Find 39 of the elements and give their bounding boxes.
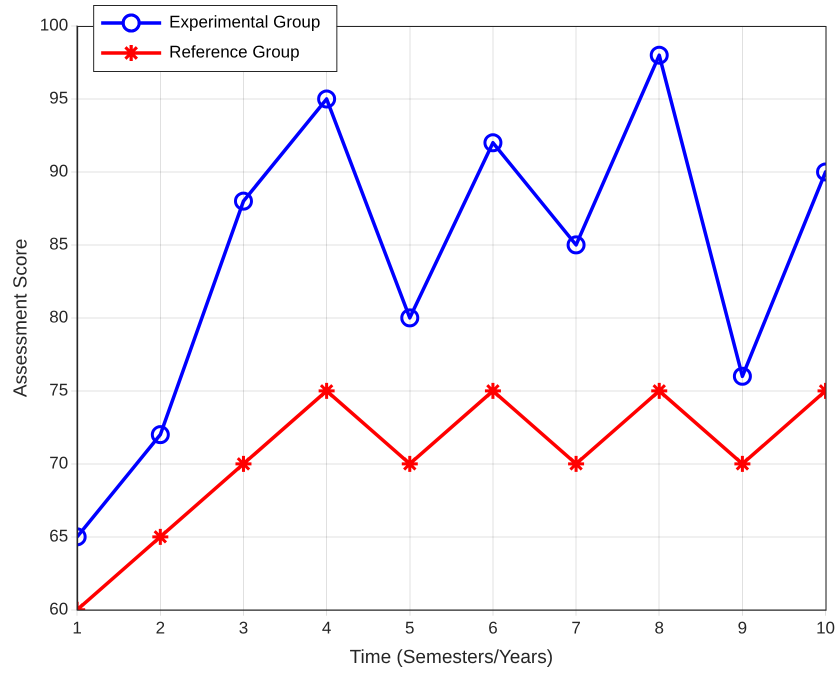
x-tick-label: 8 [654, 618, 664, 638]
x-tick-label: 5 [405, 618, 415, 638]
point [400, 308, 420, 328]
x-tick-label: 9 [738, 618, 748, 638]
point [650, 381, 669, 400]
y-tick-label: 100 [40, 16, 68, 35]
point [566, 235, 586, 254]
point [483, 381, 502, 400]
x-tick-label: 10 [816, 618, 836, 638]
y-axis-title: Assessment Score [10, 238, 32, 398]
point [732, 366, 752, 386]
point [400, 454, 420, 474]
x-tick-label: 1 [72, 618, 82, 638]
x-tick-label: 3 [238, 618, 248, 638]
point [483, 133, 502, 152]
point [732, 454, 752, 474]
x-axis-title: Time (Semesters/Years) [350, 646, 554, 668]
y-tick-label: 75 [49, 380, 68, 400]
legend-label: Experimental Group [169, 12, 320, 32]
legend-label: Reference Group [169, 42, 300, 62]
point [234, 454, 253, 474]
x-tick-label: 6 [488, 618, 498, 638]
point [566, 454, 586, 474]
y-tick-label: 95 [49, 88, 68, 108]
y-tick-label: 65 [49, 526, 68, 546]
x-tick-label: 2 [156, 618, 166, 638]
x-tick-label: 7 [571, 618, 581, 638]
y-tick-label: 60 [49, 599, 68, 618]
point [317, 381, 336, 400]
y-tick-label: 85 [49, 234, 68, 254]
y-tick-label: 80 [49, 308, 68, 327]
point [150, 425, 170, 444]
point [234, 192, 253, 211]
point [317, 89, 336, 108]
x-tick-label: 4 [322, 618, 332, 638]
point [650, 46, 669, 65]
y-tick-label: 90 [49, 162, 68, 181]
y-tick-label: 70 [49, 454, 68, 473]
point [150, 527, 170, 546]
